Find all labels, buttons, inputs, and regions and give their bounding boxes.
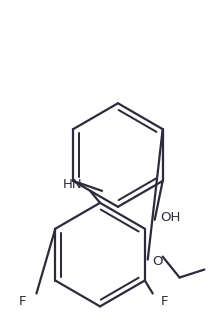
Text: HN: HN: [62, 179, 82, 191]
Text: OH: OH: [160, 211, 181, 224]
Text: F: F: [161, 295, 168, 308]
Text: O: O: [152, 255, 163, 268]
Text: F: F: [19, 295, 26, 308]
